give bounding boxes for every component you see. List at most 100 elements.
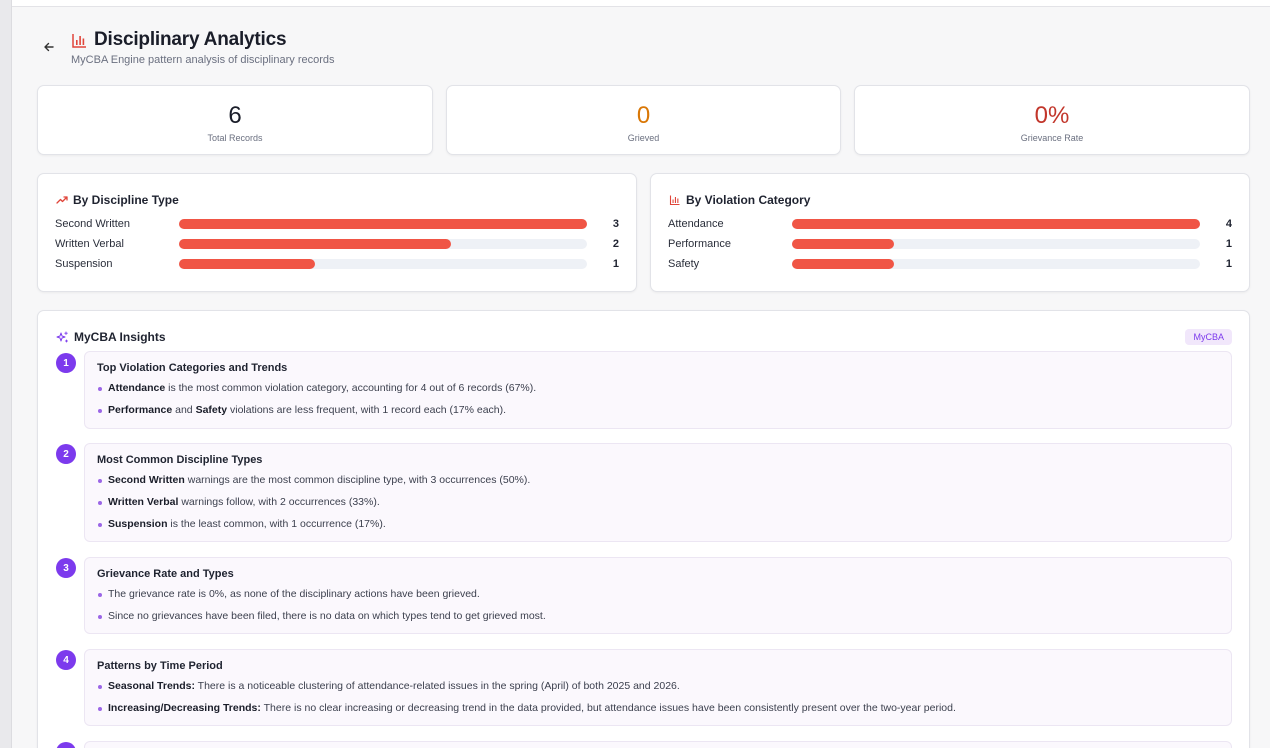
panel-title-text: By Violation Category: [686, 193, 811, 207]
bar-label: Safety: [668, 258, 700, 270]
panel-title: By Violation Category: [669, 193, 810, 207]
stat-label: Total Records: [207, 133, 263, 143]
trending-up-icon: [56, 196, 68, 204]
top-bar: [12, 0, 1270, 7]
insight-bullet: Performance and Safety violations are le…: [98, 404, 506, 417]
insight-number: 5: [56, 742, 76, 748]
back-button[interactable]: [40, 38, 58, 56]
bar-fill: [792, 219, 1200, 229]
insight-card: [84, 741, 1232, 748]
insight-heading: Most Common Discipline Types: [97, 454, 263, 466]
bullet-bold: Performance: [108, 404, 173, 416]
bar-label: Second Written: [55, 218, 131, 230]
insight-number: 3: [56, 558, 76, 578]
bar-row: Performance 1: [668, 237, 1232, 251]
bar-row: Attendance 4: [668, 217, 1232, 231]
bar-fill: [179, 219, 587, 229]
panel-title: MyCBA Insights: [56, 330, 166, 344]
bar-track: [179, 259, 587, 269]
stat-label: Grievance Rate: [1020, 133, 1084, 143]
bullet-text: violations are less frequent, with 1 rec…: [227, 404, 507, 416]
insight-bullet: Since no grievances have been filed, the…: [98, 610, 546, 623]
stat-card-total-records: 6 Total Records: [37, 85, 433, 155]
insight-number: 1: [56, 353, 76, 373]
page-title: Disciplinary Analytics: [94, 29, 287, 50]
insight-bullet: Increasing/Decreasing Trends: There is n…: [98, 702, 956, 715]
bar-count: 1: [1225, 238, 1232, 250]
bar-row: Written Verbal 2: [55, 237, 619, 251]
bullet-text: There is a noticeable clustering of atte…: [194, 680, 680, 692]
bullet-text: warnings are the most common discipline …: [184, 474, 531, 486]
insight-bullet: Seasonal Trends: There is a noticeable c…: [98, 680, 680, 693]
bar-chart-icon: [669, 195, 680, 206]
bullet-bold: Increasing/Decreasing Trends:: [108, 702, 261, 714]
bar-fill: [792, 239, 894, 249]
bar-label: Written Verbal: [55, 238, 124, 250]
sparkles-icon: [56, 331, 68, 342]
bar-fill: [179, 259, 315, 269]
bar-track: [792, 219, 1200, 229]
insight-heading: Grievance Rate and Types: [97, 568, 234, 580]
bullet-bold: Safety: [195, 404, 228, 416]
left-rail: [0, 0, 12, 748]
bullet-bold: Second Written: [108, 474, 185, 486]
bar-track: [792, 239, 1200, 249]
panel-title-text: MyCBA Insights: [74, 330, 166, 344]
insight-heading: Top Violation Categories and Trends: [97, 362, 288, 374]
bullet-text: The grievance rate is 0%, as none of the…: [108, 588, 480, 600]
bar-chart-icon: [72, 33, 86, 48]
panel-title: By Discipline Type: [56, 193, 179, 207]
bullet-bold: Suspension: [108, 518, 168, 530]
insight-card: Grievance Rate and Types The grievance r…: [84, 557, 1232, 634]
insight-number: 2: [56, 444, 76, 464]
insight-number: 4: [56, 650, 76, 670]
bullet-text: and: [172, 404, 196, 416]
bullet-bold: Written Verbal: [108, 496, 179, 508]
bullet-text: There is no clear increasing or decreasi…: [260, 702, 956, 714]
insight-bullet: The grievance rate is 0%, as none of the…: [98, 588, 480, 601]
bar-count: 1: [1225, 258, 1232, 270]
bar-track: [179, 239, 587, 249]
bullet-text: is the least common, with 1 occurrence (…: [167, 518, 386, 530]
insight-card: Patterns by Time Period Seasonal Trends:…: [84, 649, 1232, 726]
bar-count: 2: [612, 238, 619, 250]
arrow-left-icon: [44, 42, 54, 52]
stat-label: Grieved: [627, 133, 660, 143]
mycba-badge: MyCBA: [1185, 329, 1232, 345]
bullet-text: warnings follow, with 2 occurrences (33%…: [178, 496, 380, 508]
bar-row: Second Written 3: [55, 217, 619, 231]
page-title-row: Disciplinary Analytics: [71, 29, 287, 51]
bullet-bold: Seasonal Trends:: [108, 680, 195, 692]
bullet-text: Since no grievances have been filed, the…: [108, 610, 546, 622]
bar-label: Performance: [668, 238, 731, 250]
violation-category-panel: By Violation Category Attendance 4 Perfo…: [650, 173, 1250, 292]
bullet-bold: Attendance: [108, 382, 166, 394]
insight-card: Most Common Discipline Types Second Writ…: [84, 443, 1232, 542]
bar-track: [792, 259, 1200, 269]
stat-value: 0%: [1034, 102, 1070, 129]
bar-track: [179, 219, 587, 229]
insight-bullet: Second Written warnings are the most com…: [98, 474, 530, 487]
bar-fill: [179, 239, 451, 249]
insight-card: Top Violation Categories and Trends Atte…: [84, 351, 1232, 429]
bar-count: 3: [612, 218, 619, 230]
bar-label: Attendance: [668, 218, 724, 230]
insight-heading: Patterns by Time Period: [97, 660, 223, 672]
insight-bullet: Attendance is the most common violation …: [98, 382, 536, 395]
stat-value: 6: [228, 102, 242, 129]
insight-bullet: Written Verbal warnings follow, with 2 o…: [98, 496, 380, 509]
bar-count: 4: [1225, 218, 1232, 230]
stat-card-grievance-rate: 0% Grievance Rate: [854, 85, 1250, 155]
stat-value: 0: [636, 102, 651, 129]
bar-fill: [792, 259, 894, 269]
insights-panel: MyCBA Insights MyCBA 1 Top Violation Cat…: [37, 310, 1250, 748]
discipline-type-panel: By Discipline Type Second Written 3 Writ…: [37, 173, 637, 292]
page-subtitle: MyCBA Engine pattern analysis of discipl…: [71, 54, 335, 66]
bar-label: Suspension: [55, 258, 113, 270]
bar-row: Safety 1: [668, 257, 1232, 271]
bar-count: 1: [612, 258, 619, 270]
panel-title-text: By Discipline Type: [73, 193, 179, 207]
stat-card-grieved: 0 Grieved: [446, 85, 841, 155]
insight-bullet: Suspension is the least common, with 1 o…: [98, 518, 386, 531]
bar-row: Suspension 1: [55, 257, 619, 271]
